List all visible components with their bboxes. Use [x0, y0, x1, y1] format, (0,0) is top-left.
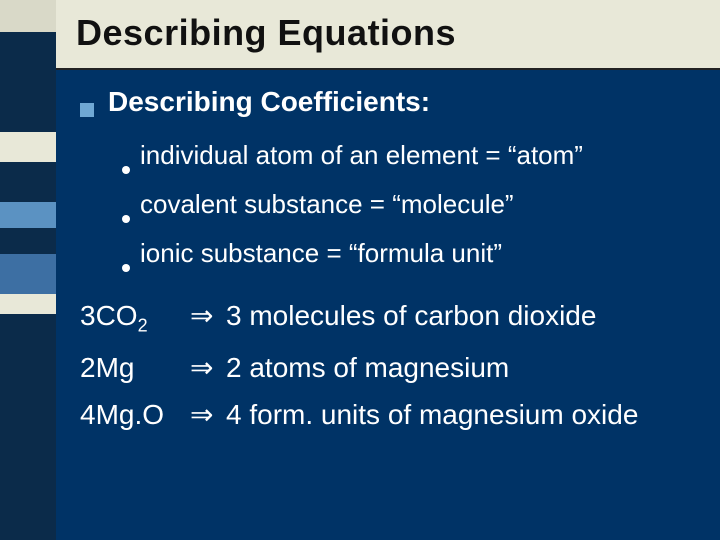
- arrow-icon: ⇒: [190, 398, 226, 431]
- bullet-text: individual atom of an element = “atom”: [140, 140, 583, 171]
- dot-bullet-icon: [122, 215, 130, 223]
- square-bullet-icon: [80, 103, 94, 117]
- sidebar-block: [0, 0, 56, 32]
- example-formula: 3CO2: [80, 300, 190, 337]
- sidebar-block: [0, 314, 56, 540]
- example-description: 4 form. units of magnesium oxide: [226, 399, 638, 431]
- slide-title: Describing Equations: [76, 12, 700, 54]
- example-description: 3 molecules of carbon dioxide: [226, 300, 596, 332]
- list-item: ionic substance = “formula unit”: [122, 238, 700, 269]
- subheading-row: Describing Coefficients:: [80, 86, 700, 118]
- dot-bullet-icon: [122, 166, 130, 174]
- bullet-text: ionic substance = “formula unit”: [140, 238, 502, 269]
- dot-bullet-icon: [122, 264, 130, 272]
- sidebar-block: [0, 132, 56, 162]
- examples-list: 3CO2⇒3 molecules of carbon dioxide2Mg⇒2 …: [80, 299, 700, 431]
- decorative-sidebar: [0, 0, 56, 540]
- sidebar-block: [0, 294, 56, 314]
- example-formula: 2Mg: [80, 352, 190, 384]
- example-formula: 4Mg.O: [80, 399, 190, 431]
- subheading-text: Describing Coefficients:: [108, 86, 430, 118]
- example-row: 3CO2⇒3 molecules of carbon dioxide: [80, 299, 700, 337]
- sidebar-block: [0, 32, 56, 132]
- sidebar-block: [0, 254, 56, 294]
- arrow-icon: ⇒: [190, 351, 226, 384]
- example-row: 2Mg⇒2 atoms of magnesium: [80, 351, 700, 384]
- sidebar-block: [0, 228, 56, 254]
- sidebar-block: [0, 162, 56, 202]
- sidebar-block: [0, 202, 56, 228]
- list-item: individual atom of an element = “atom”: [122, 140, 700, 171]
- title-banner: Describing Equations: [56, 0, 720, 70]
- example-description: 2 atoms of magnesium: [226, 352, 509, 384]
- example-row: 4Mg.O⇒4 form. units of magnesium oxide: [80, 398, 700, 431]
- arrow-icon: ⇒: [190, 299, 226, 332]
- bullet-list: individual atom of an element = “atom” c…: [122, 140, 700, 269]
- slide-content: Describing Coefficients: individual atom…: [80, 86, 700, 445]
- list-item: covalent substance = “molecule”: [122, 189, 700, 220]
- bullet-text: covalent substance = “molecule”: [140, 189, 514, 220]
